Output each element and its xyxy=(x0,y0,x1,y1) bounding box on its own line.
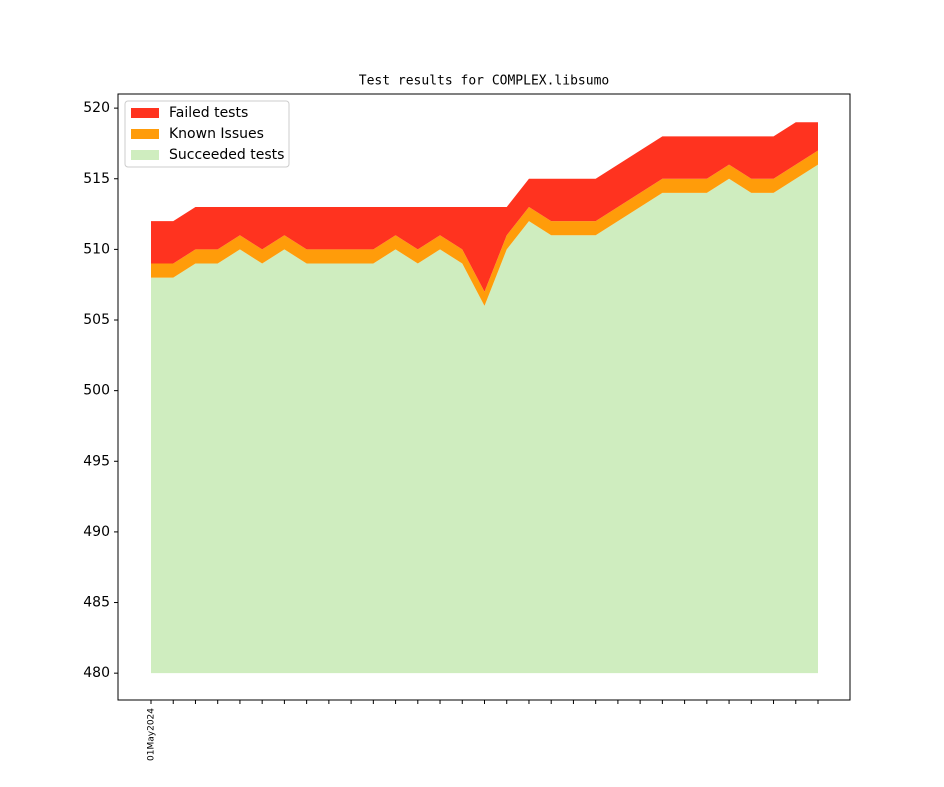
area xyxy=(151,150,818,306)
legend-label: Failed tests xyxy=(169,105,248,121)
y-tick-label: 480 xyxy=(83,665,110,681)
legend-swatch xyxy=(131,108,159,118)
y-tick-label: 485 xyxy=(83,595,110,611)
area xyxy=(151,122,818,292)
legend-frame xyxy=(124,100,290,168)
area xyxy=(151,164,818,674)
y-tick-label: 510 xyxy=(83,241,110,257)
y-tick-label: 500 xyxy=(83,383,110,399)
legend-label: Known Issues xyxy=(169,126,264,142)
legend: Failed tests Known Issues Succeeded tests xyxy=(124,100,290,168)
y-tick-label: 505 xyxy=(83,312,110,328)
y-tick-label: 520 xyxy=(83,100,110,116)
y-tick-label: 495 xyxy=(83,453,110,469)
legend-swatch xyxy=(131,129,159,139)
legend-label: Succeeded tests xyxy=(169,147,284,163)
legend-swatch xyxy=(131,150,159,160)
chart-title: Test results for COMPLEX.libsumo xyxy=(359,74,609,89)
x-tick-label: 01May2024 xyxy=(147,708,157,761)
y-tick-label: 490 xyxy=(83,524,110,540)
y-tick-label: 515 xyxy=(83,171,110,187)
